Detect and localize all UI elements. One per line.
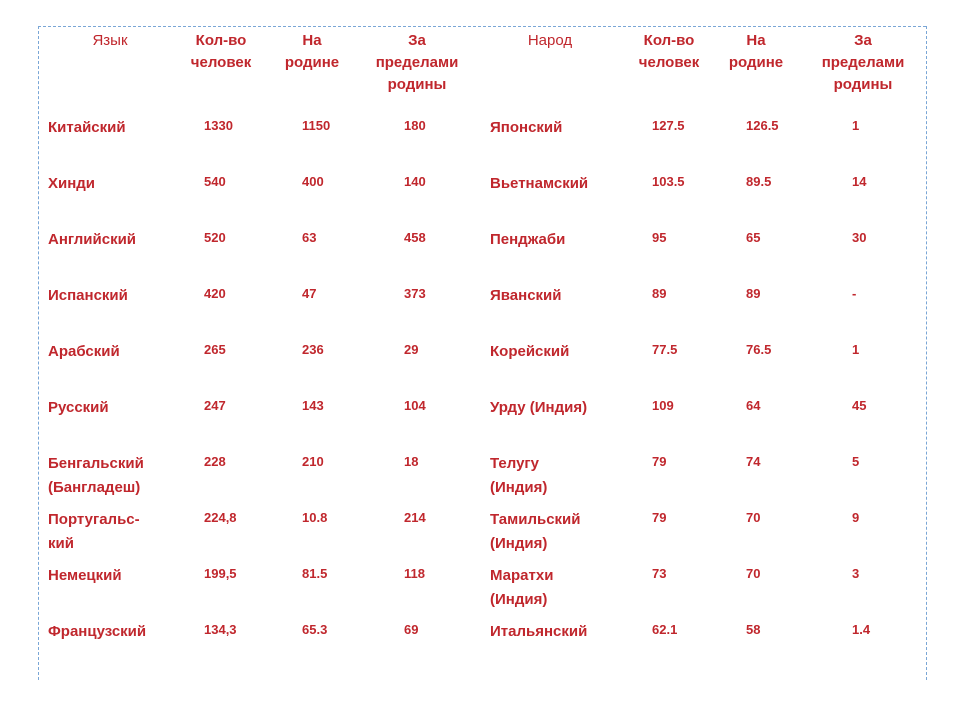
people-name: Урду (Индия) [490,399,588,416]
language-home: 10.8 [302,510,328,525]
people-name: Итальянский [490,623,588,640]
language-name: Хинди [48,175,96,192]
language-name: Английский [48,231,137,248]
people-home: 70 [746,510,761,525]
language-total: 1330 [204,118,233,133]
people-name: Вьетнамский [490,175,589,192]
language-name: Немецкий [48,567,122,584]
language-name: Португальс- кий [48,511,140,552]
language-abroad: 118 [404,566,425,581]
people-total: 109 [652,398,674,413]
language-abroad: 458 [404,230,426,245]
table-right-border [926,26,927,680]
people-name: Корейский [490,343,570,360]
language-name: Испанский [48,287,128,304]
people-abroad: 9 [852,510,860,525]
people-name: Японский [490,119,563,136]
right-header-3: За пределами родины [821,32,905,93]
language-home: 236 [302,342,324,357]
language-name: Арабский [48,343,120,360]
people-abroad: 5 [852,454,860,469]
language-home: 63 [302,230,317,245]
language-total: 520 [204,230,226,245]
people-abroad: 14 [852,174,867,189]
right-header-1: Кол-во человек [638,32,700,71]
right-header-0: Народ [527,32,573,49]
language-name: Французский [48,623,147,640]
language-total: 265 [204,342,226,357]
people-home: 89 [746,286,761,301]
people-total: 62.1 [652,622,678,637]
right-header-2: На родине [728,32,784,71]
people-total: 77.5 [652,342,678,357]
language-home: 1150 [302,118,331,133]
people-home: 65 [746,230,761,245]
people-abroad: 1 [852,342,860,357]
left-header-0: Язык [92,32,128,49]
table-left-border [38,26,39,680]
people-total: 89 [652,286,667,301]
language-name: Бенгальский (Бангладеш) [48,455,144,496]
left-header-1: Кол-во человек [190,32,252,71]
people-home: 70 [746,566,761,581]
language-abroad: 18 [404,454,419,469]
language-home: 81.5 [302,566,328,581]
people-abroad: 45 [852,398,867,413]
people-abroad: 1 [852,118,860,133]
language-abroad: 180 [404,118,426,133]
language-home: 65.3 [302,622,328,637]
language-total: 224,8 [204,510,237,525]
people-total: 103.5 [652,174,685,189]
language-home: 400 [302,174,324,189]
language-total: 228 [204,454,226,469]
people-total: 79 [652,454,667,469]
people-abroad: 3 [852,566,860,581]
people-abroad: 1.4 [852,622,871,637]
people-home: 64 [746,398,761,413]
language-total: 540 [204,174,226,189]
left-header-2: На родине [284,32,340,71]
people-home: 89.5 [746,174,772,189]
people-total: 127.5 [652,118,685,133]
language-total: 247 [204,398,226,413]
people-name: Яванский [490,287,562,304]
language-abroad: 373 [404,286,426,301]
people-total: 79 [652,510,667,525]
people-total: 73 [652,566,667,581]
language-abroad: 29 [404,342,419,357]
people-home: 58 [746,622,761,637]
language-name: Русский [48,399,109,416]
language-total: 420 [204,286,226,301]
table-top-border [38,26,926,27]
people-name: Телугу (Индия) [490,455,548,496]
people-home: 76.5 [746,342,772,357]
people-name: Тамильский (Индия) [490,511,581,552]
language-home: 210 [302,454,324,469]
people-abroad: - [852,286,857,301]
people-total: 95 [652,230,667,245]
language-name: Китайский [48,119,126,136]
left-header-3: За пределами родины [375,32,459,93]
language-total: 134,3 [204,622,237,637]
people-home: 126.5 [746,118,779,133]
language-abroad: 104 [404,398,426,413]
language-abroad: 69 [404,622,419,637]
language-home: 47 [302,286,317,301]
people-name: Пенджаби [490,231,566,248]
language-total: 199,5 [204,566,237,581]
people-name: Маратхи (Индия) [490,567,554,608]
language-abroad: 214 [404,510,426,525]
people-abroad: 30 [852,230,867,245]
language-home: 143 [302,398,324,413]
people-home: 74 [746,454,761,469]
language-abroad: 140 [404,174,426,189]
